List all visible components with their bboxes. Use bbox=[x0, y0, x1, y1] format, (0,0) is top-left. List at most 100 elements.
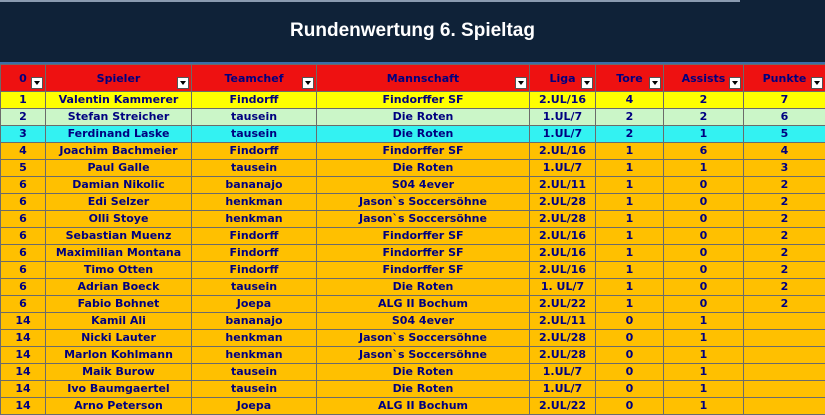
cell-spieler[interactable]: Maximilian Montana bbox=[45, 244, 192, 262]
cell-assists[interactable]: 1 bbox=[663, 346, 744, 364]
cell-rank[interactable]: 6 bbox=[0, 244, 46, 262]
cell-tore[interactable]: 0 bbox=[595, 346, 664, 364]
cell-teamchef[interactable]: tausein bbox=[191, 108, 317, 126]
cell-punkte[interactable]: 2 bbox=[743, 176, 825, 194]
cell-punkte[interactable]: 2 bbox=[743, 295, 825, 313]
cell-tore[interactable]: 4 bbox=[595, 91, 664, 109]
cell-liga[interactable]: 2.UL/28 bbox=[529, 346, 596, 364]
cell-punkte[interactable] bbox=[743, 380, 825, 398]
cell-tore[interactable]: 1 bbox=[595, 210, 664, 228]
cell-tore[interactable]: 2 bbox=[595, 108, 664, 126]
cell-rank[interactable]: 6 bbox=[0, 261, 46, 279]
cell-teamchef[interactable]: Findorff bbox=[191, 261, 317, 279]
cell-assists[interactable]: 0 bbox=[663, 278, 744, 296]
cell-spieler[interactable]: Paul Galle bbox=[45, 159, 192, 177]
cell-spieler[interactable]: Ivo Baumgaertel bbox=[45, 380, 192, 398]
cell-assists[interactable]: 0 bbox=[663, 176, 744, 194]
cell-tore[interactable]: 2 bbox=[595, 125, 664, 143]
cell-rank[interactable]: 3 bbox=[0, 125, 46, 143]
cell-rank[interactable]: 2 bbox=[0, 108, 46, 126]
cell-rank[interactable]: 14 bbox=[0, 346, 46, 364]
cell-teamchef[interactable]: tausein bbox=[191, 125, 317, 143]
cell-tore[interactable]: 1 bbox=[595, 261, 664, 279]
cell-punkte[interactable]: 7 bbox=[743, 91, 825, 109]
cell-punkte[interactable] bbox=[743, 329, 825, 347]
cell-rank[interactable]: 4 bbox=[0, 142, 46, 160]
filter-dropdown-icon[interactable] bbox=[31, 77, 43, 89]
cell-liga[interactable]: 2.UL/28 bbox=[529, 193, 596, 211]
cell-rank[interactable]: 6 bbox=[0, 227, 46, 245]
filter-dropdown-icon[interactable] bbox=[302, 77, 314, 89]
cell-mannschaft[interactable]: S04 4ever bbox=[316, 312, 530, 330]
cell-spieler[interactable]: Damian Nikolic bbox=[45, 176, 192, 194]
cell-mannschaft[interactable]: Jason`s Soccersöhne bbox=[316, 210, 530, 228]
cell-teamchef[interactable]: henkman bbox=[191, 210, 317, 228]
cell-liga[interactable]: 1.UL/7 bbox=[529, 363, 596, 381]
cell-rank[interactable]: 14 bbox=[0, 312, 46, 330]
cell-punkte[interactable] bbox=[743, 363, 825, 381]
cell-liga[interactable]: 2.UL/11 bbox=[529, 312, 596, 330]
cell-rank[interactable]: 5 bbox=[0, 159, 46, 177]
cell-liga[interactable]: 2.UL/16 bbox=[529, 227, 596, 245]
cell-mannschaft[interactable]: Jason`s Soccersöhne bbox=[316, 346, 530, 364]
cell-teamchef[interactable]: Findorff bbox=[191, 244, 317, 262]
cell-assists[interactable]: 1 bbox=[663, 380, 744, 398]
cell-tore[interactable]: 1 bbox=[595, 159, 664, 177]
cell-teamchef[interactable]: Findorff bbox=[191, 227, 317, 245]
cell-tore[interactable]: 1 bbox=[595, 176, 664, 194]
cell-mannschaft[interactable]: Findorffer SF bbox=[316, 244, 530, 262]
cell-tore[interactable]: 0 bbox=[595, 312, 664, 330]
cell-teamchef[interactable]: tausein bbox=[191, 278, 317, 296]
filter-dropdown-icon[interactable] bbox=[729, 77, 741, 89]
cell-punkte[interactable]: 2 bbox=[743, 210, 825, 228]
cell-rank[interactable]: 6 bbox=[0, 295, 46, 313]
cell-assists[interactable]: 1 bbox=[663, 159, 744, 177]
cell-mannschaft[interactable]: ALG II Bochum bbox=[316, 397, 530, 415]
cell-liga[interactable]: 2.UL/16 bbox=[529, 91, 596, 109]
cell-tore[interactable]: 1 bbox=[595, 278, 664, 296]
cell-tore[interactable]: 1 bbox=[595, 142, 664, 160]
cell-liga[interactable]: 2.UL/16 bbox=[529, 261, 596, 279]
cell-tore[interactable]: 0 bbox=[595, 363, 664, 381]
cell-liga[interactable]: 1.UL/7 bbox=[529, 108, 596, 126]
cell-liga[interactable]: 2.UL/16 bbox=[529, 142, 596, 160]
cell-tore[interactable]: 0 bbox=[595, 329, 664, 347]
cell-punkte[interactable]: 2 bbox=[743, 193, 825, 211]
cell-assists[interactable]: 0 bbox=[663, 295, 744, 313]
cell-liga[interactable]: 2.UL/22 bbox=[529, 295, 596, 313]
cell-liga[interactable]: 2.UL/16 bbox=[529, 244, 596, 262]
cell-spieler[interactable]: Maik Burow bbox=[45, 363, 192, 381]
cell-punkte[interactable]: 4 bbox=[743, 142, 825, 160]
cell-rank[interactable]: 6 bbox=[0, 278, 46, 296]
cell-tore[interactable]: 0 bbox=[595, 380, 664, 398]
cell-punkte[interactable] bbox=[743, 312, 825, 330]
cell-mannschaft[interactable]: Die Roten bbox=[316, 278, 530, 296]
cell-mannschaft[interactable]: Findorffer SF bbox=[316, 91, 530, 109]
cell-rank[interactable]: 14 bbox=[0, 397, 46, 415]
cell-punkte[interactable]: 6 bbox=[743, 108, 825, 126]
cell-punkte[interactable] bbox=[743, 346, 825, 364]
cell-spieler[interactable]: Adrian Boeck bbox=[45, 278, 192, 296]
cell-mannschaft[interactable]: Die Roten bbox=[316, 108, 530, 126]
cell-punkte[interactable]: 2 bbox=[743, 278, 825, 296]
cell-assists[interactable]: 6 bbox=[663, 142, 744, 160]
cell-liga[interactable]: 1. UL/7 bbox=[529, 278, 596, 296]
cell-liga[interactable]: 2.UL/11 bbox=[529, 176, 596, 194]
cell-tore[interactable]: 1 bbox=[595, 244, 664, 262]
cell-assists[interactable]: 1 bbox=[663, 397, 744, 415]
cell-punkte[interactable]: 2 bbox=[743, 227, 825, 245]
cell-rank[interactable]: 14 bbox=[0, 380, 46, 398]
cell-assists[interactable]: 0 bbox=[663, 210, 744, 228]
filter-dropdown-icon[interactable] bbox=[515, 77, 527, 89]
cell-rank[interactable]: 14 bbox=[0, 363, 46, 381]
cell-rank[interactable]: 6 bbox=[0, 210, 46, 228]
cell-punkte[interactable] bbox=[743, 397, 825, 415]
cell-teamchef[interactable]: tausein bbox=[191, 363, 317, 381]
cell-teamchef[interactable]: bananajo bbox=[191, 312, 317, 330]
cell-spieler[interactable]: Edi Selzer bbox=[45, 193, 192, 211]
cell-teamchef[interactable]: henkman bbox=[191, 329, 317, 347]
cell-rank[interactable]: 6 bbox=[0, 193, 46, 211]
cell-tore[interactable]: 1 bbox=[595, 193, 664, 211]
cell-spieler[interactable]: Valentin Kammerer bbox=[45, 91, 192, 109]
cell-assists[interactable]: 0 bbox=[663, 244, 744, 262]
